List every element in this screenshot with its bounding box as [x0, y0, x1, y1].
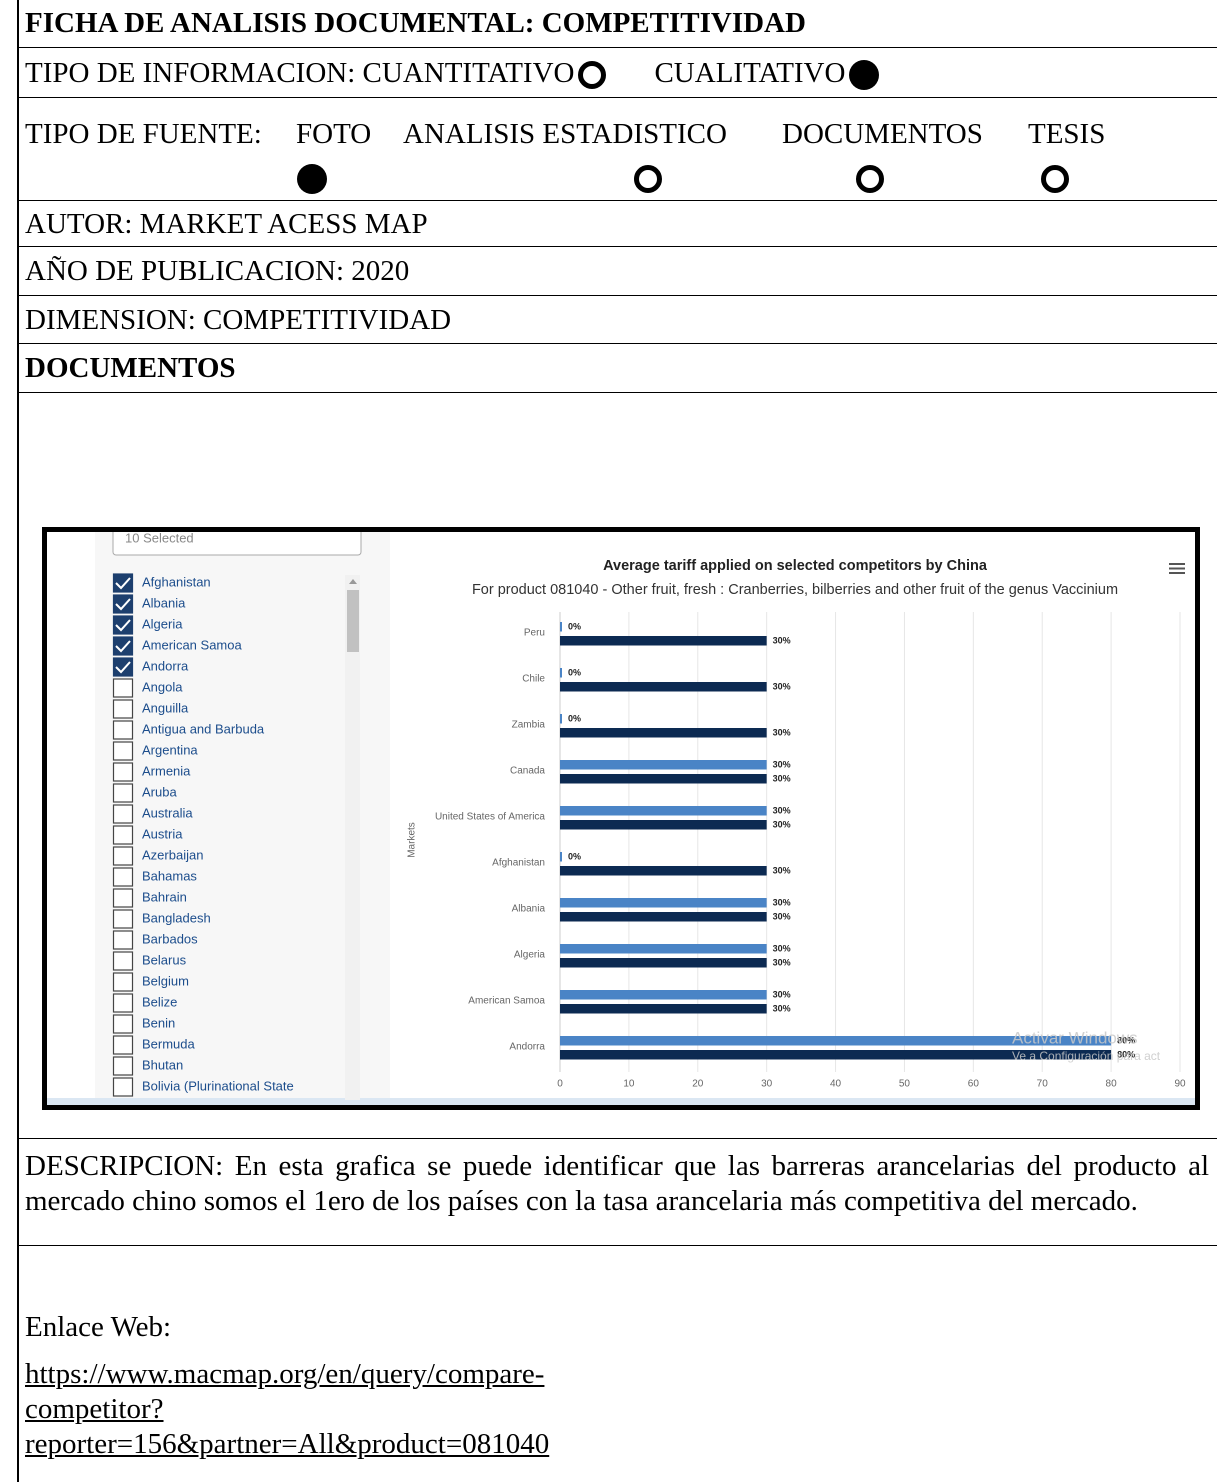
description: DESCRIPCION: En esta grafica se puede id… [25, 1150, 1209, 1217]
dimension: DIMENSION: COMPETITIVIDAD [25, 304, 452, 336]
title-row: FICHA DE ANALISIS DOCUMENTAL: COMPETITIV… [17, 0, 1217, 47]
link-label: Enlace Web: [25, 1311, 172, 1343]
title: FICHA DE ANALISIS DOCUMENTAL: COMPETITIV… [25, 7, 806, 39]
info-option: CUALITATIVO [654, 57, 846, 89]
author-row: AUTOR: MARKET ACESS MAP [17, 200, 1217, 246]
radio-selected [849, 60, 880, 91]
radio [634, 165, 662, 193]
source-option: ANALISIS ESTADISTICO [403, 118, 727, 150]
source-label: TIPO DE FUENTE: [25, 118, 262, 150]
section: DOCUMENTOS [25, 352, 236, 384]
info-option: CUANTITATIVO [362, 57, 575, 89]
radio [856, 165, 884, 193]
year-row: AÑO DE PUBLICACION: 2020 [17, 246, 1217, 295]
dimension-row: DIMENSION: COMPETITIVIDAD [17, 295, 1217, 343]
source-option: DOCUMENTOS [782, 118, 983, 150]
author: AUTOR: MARKET ACESS MAP [25, 208, 428, 240]
source-option: TESIS [1028, 118, 1106, 150]
info-row: TIPO DE INFORMACION: CUANTITATIVO CUALITA… [17, 47, 1217, 97]
radio [1041, 165, 1069, 193]
link[interactable]: https://www.macmap.org/en/query/compare-… [25, 1358, 550, 1460]
radio-selected [297, 164, 327, 194]
source-row: TIPO DE FUENTE: FOTO ANALISIS ESTADISTICO D… [17, 97, 1217, 200]
link-row: Enlace Web: https://www.macmap.org/en/qu… [17, 1245, 1217, 1482]
radio [578, 61, 607, 90]
description-row: DESCRIPCION: En esta grafica se puede id… [17, 1138, 1217, 1245]
source-option: FOTO [296, 118, 372, 150]
image-row [17, 392, 1217, 1138]
left-border [17, 0, 19, 1482]
section-row: DOCUMENTOS [17, 343, 1217, 392]
year: AÑO DE PUBLICACION: 2020 [25, 255, 410, 287]
info-label: TIPO DE INFORMACION: [25, 57, 356, 89]
